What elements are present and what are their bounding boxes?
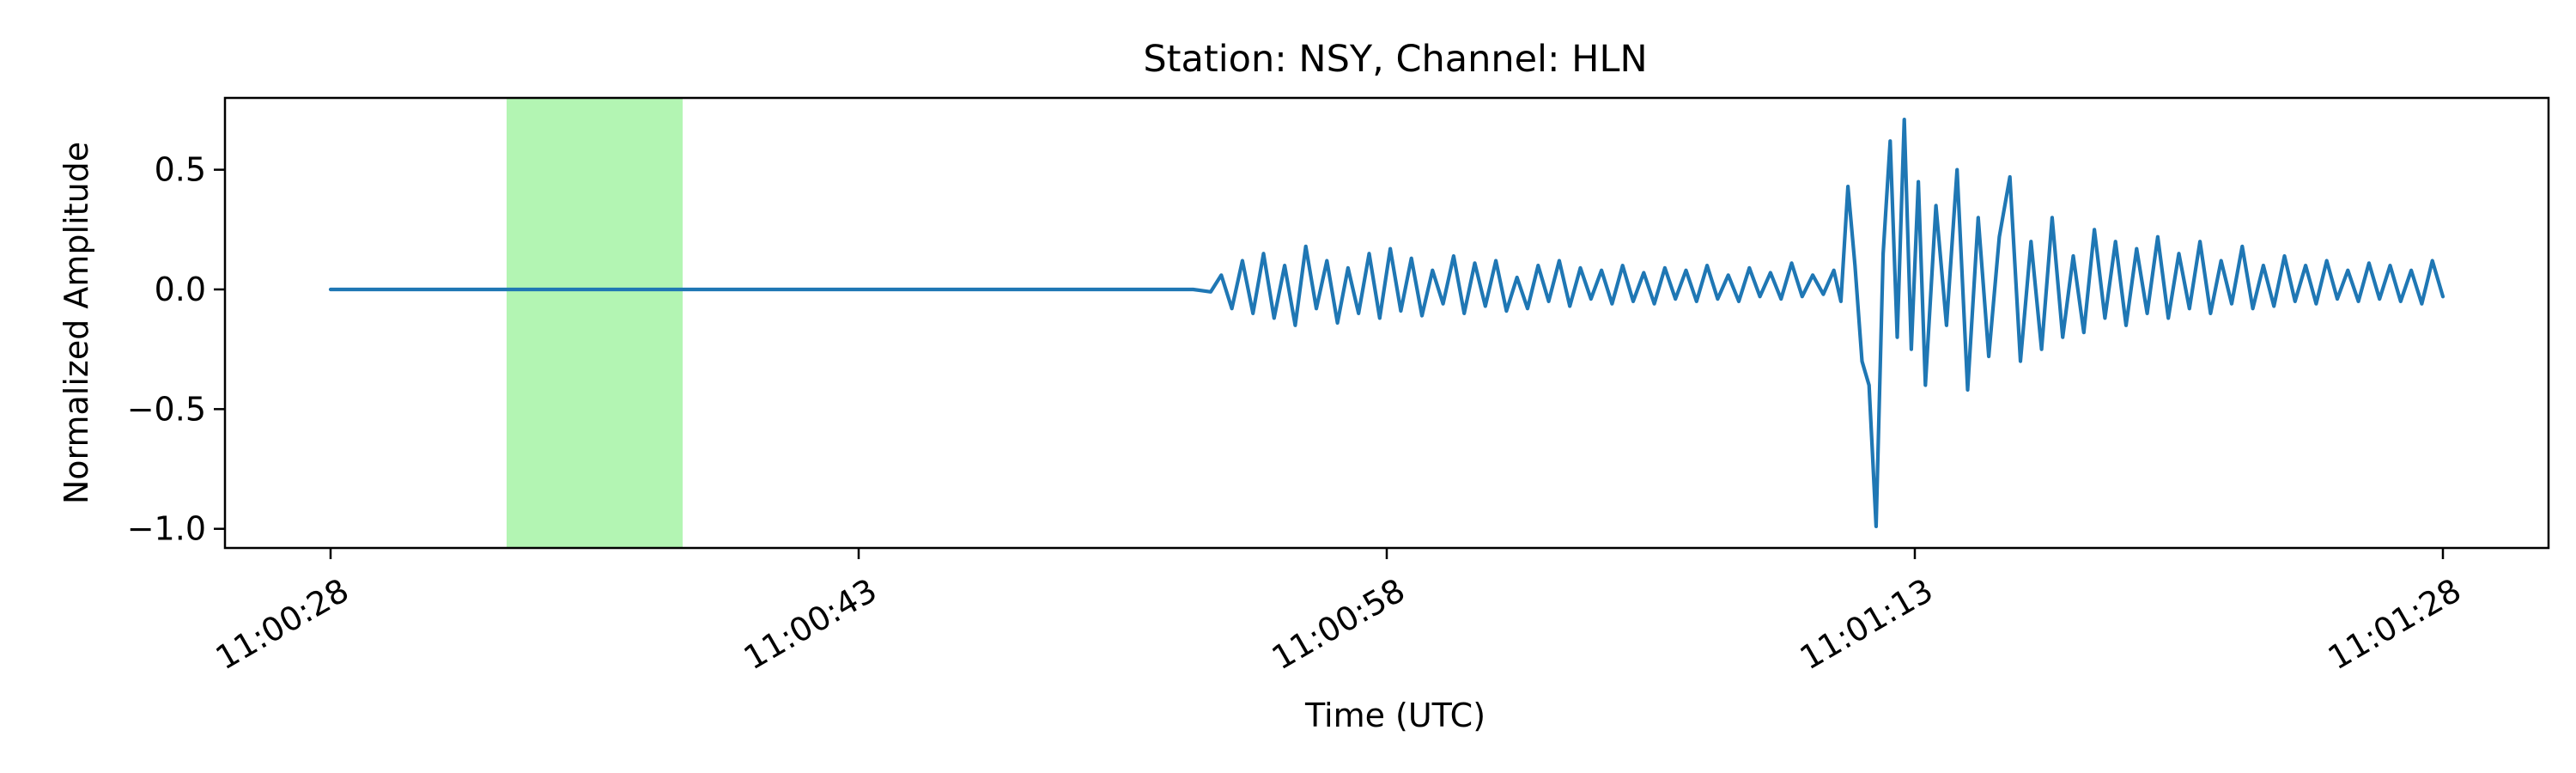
y-tick-label: 0.5	[155, 151, 206, 189]
y-axis-label: Normalized Amplitude	[58, 142, 95, 504]
y-tick-label: −1.0	[127, 510, 206, 548]
y-axis: 0.5 0.0 −0.5 −1.0	[127, 151, 225, 548]
y-tick-label: −0.5	[127, 390, 206, 428]
series-line-trace	[328, 118, 2445, 529]
x-axis-label: Time (UTC)	[1304, 697, 1485, 734]
highlight-window	[507, 98, 683, 548]
chart-title: Station: NSY, Channel: HLN	[1143, 38, 1647, 81]
y-tick-label: 0.0	[155, 271, 206, 308]
plot-area	[223, 96, 2550, 550]
